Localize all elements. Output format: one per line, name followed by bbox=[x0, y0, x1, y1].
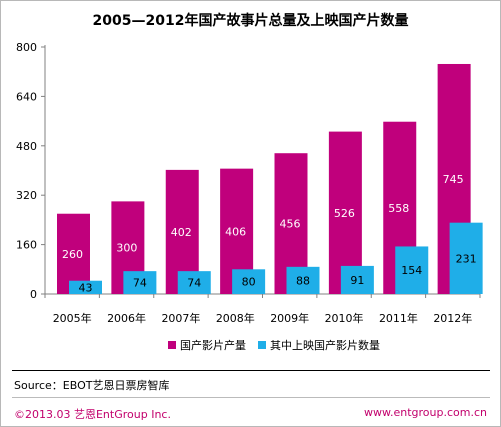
legend-swatch-production bbox=[168, 341, 176, 349]
bar-screened bbox=[286, 266, 320, 294]
data-label-production: 406 bbox=[225, 225, 246, 238]
x-tick-label: 2010年 bbox=[325, 311, 364, 325]
bar-screened bbox=[449, 222, 483, 294]
x-tick-label: 2007年 bbox=[161, 311, 200, 325]
bar-screened bbox=[69, 280, 102, 294]
data-label-screened: 91 bbox=[350, 274, 364, 287]
bar-chart: 0 160 320 480 640 800 260 43 2005年 300 74 2006年 402… bbox=[16, 41, 483, 352]
bar-screened bbox=[340, 265, 374, 294]
data-label-production: 526 bbox=[334, 207, 355, 220]
copyright-text: ©2013.03 艺恩EntGroup Inc. bbox=[14, 408, 171, 421]
website-link[interactable]: www.entgroup.com.cn bbox=[364, 406, 487, 419]
bar-production bbox=[57, 213, 90, 294]
data-label-screened: 154 bbox=[401, 264, 422, 277]
y-tick-label: 640 bbox=[16, 90, 37, 103]
y-tick-label: 480 bbox=[16, 140, 37, 153]
x-tick-label: 2005年 bbox=[53, 311, 92, 325]
legend-swatch-screened bbox=[258, 341, 266, 349]
x-tick-label: 2008年 bbox=[216, 311, 255, 325]
data-label-screened: 43 bbox=[79, 281, 93, 294]
legend-label-production: 国产影片产量 bbox=[180, 338, 246, 352]
bar-screened bbox=[232, 269, 266, 294]
data-label-production: 456 bbox=[280, 218, 301, 231]
bar-screened bbox=[177, 271, 211, 294]
data-label-screened: 74 bbox=[187, 277, 201, 290]
x-tick-label: 2006年 bbox=[107, 311, 146, 325]
y-tick-label: 160 bbox=[16, 239, 37, 252]
source-divider bbox=[12, 370, 490, 371]
bar-screened bbox=[123, 271, 157, 294]
footer-divider bbox=[12, 397, 490, 398]
data-label-screened: 80 bbox=[242, 276, 256, 289]
chart-title: 2005—2012年国产故事片总量及上映国产片数量 bbox=[92, 13, 409, 29]
data-label-production: 558 bbox=[388, 202, 409, 215]
bar-screened bbox=[395, 246, 429, 294]
x-tick-label: 2011年 bbox=[379, 311, 418, 325]
data-label-screened: 231 bbox=[456, 252, 477, 265]
data-label-production: 745 bbox=[443, 173, 464, 186]
x-tick-label: 2009年 bbox=[270, 311, 309, 325]
data-label-screened: 74 bbox=[133, 277, 147, 290]
data-label-production: 402 bbox=[171, 226, 192, 239]
data-label-production: 300 bbox=[116, 242, 137, 255]
y-tick-label: 800 bbox=[16, 41, 37, 54]
source-text: Source：EBOT艺恩日票房智库 bbox=[14, 379, 170, 392]
y-tick-label: 320 bbox=[16, 189, 37, 202]
data-label-screened: 88 bbox=[296, 274, 310, 287]
data-label-production: 260 bbox=[62, 248, 83, 261]
legend-label-screened: 其中上映国产影片数量 bbox=[270, 338, 380, 352]
y-tick-label: 0 bbox=[30, 288, 37, 301]
x-tick-label: 2012年 bbox=[433, 311, 472, 325]
